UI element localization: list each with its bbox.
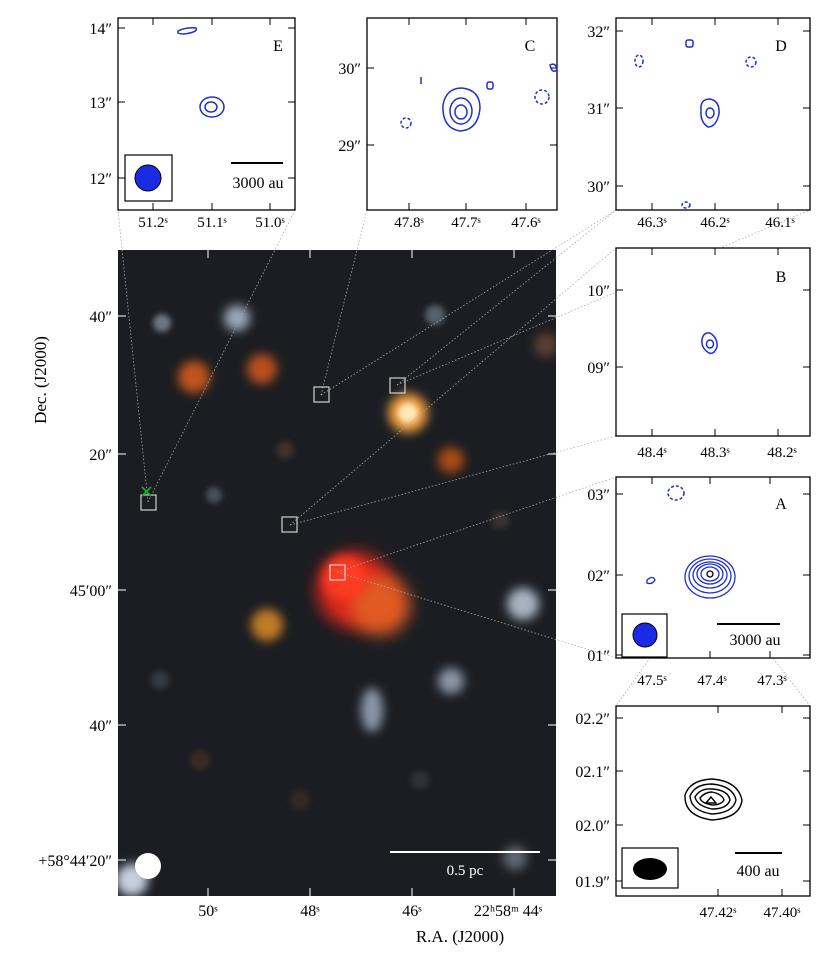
inset-panel-c: 30″ 29″ 47.8ˢ 47.7ˢ 47.6ˢ C xyxy=(338,17,558,231)
panel-a-y-tick-label: 03″ xyxy=(587,487,610,504)
panel-d-y-tick-label: 31″ xyxy=(587,101,610,118)
panel-a-beam xyxy=(632,622,658,648)
panel-c-letter: C xyxy=(525,38,536,55)
panel-zoom-scalebar-label: 400 au xyxy=(736,863,779,880)
panel-d-x-tick-label: 46.3ˢ xyxy=(637,215,666,231)
panel-a-x-tick-label: 47.3ˢ xyxy=(757,673,786,689)
panel-e-x-tick-label: 51.0ˢ xyxy=(255,215,284,231)
green-cross-marker xyxy=(141,486,152,497)
main-y-tick-label: 45′00″ xyxy=(70,583,112,600)
region-box-e xyxy=(140,494,157,511)
main-beam-circle xyxy=(135,853,161,879)
panel-zoom-beam xyxy=(633,858,667,880)
panel-b-y-tick-label: 09″ xyxy=(587,360,610,377)
panel-zoom-y-tick-label: 02.0″ xyxy=(575,818,610,835)
panel-c-x-tick-label: 47.7ˢ xyxy=(451,215,480,231)
inset-panel-zoom: 02.2″ 02.1″ 02.0″ 01.9″ 47.42ˢ 47.40ˢ 40… xyxy=(575,705,811,921)
panel-e-y-tick-label: 12″ xyxy=(89,171,112,188)
panel-zoom-x-tick-label: 47.40ˢ xyxy=(764,905,801,921)
main-x-tick-label: 48ˢ xyxy=(300,903,320,920)
main-image-panel: 0.5 pc 40″ 20″ 45′00″ 40″ +58°44′20″ 50ˢ… xyxy=(31,209,811,946)
panel-e-y-tick-label: 13″ xyxy=(89,95,112,112)
panel-zoom-y-tick-label: 01.9″ xyxy=(575,874,610,891)
panel-e-x-tick-label: 51.2ˢ xyxy=(138,215,167,231)
panel-e-beam xyxy=(134,164,162,192)
inset-panel-e: 14″ 13″ 12″ 51.2ˢ 51.1ˢ 51.0ˢ E 3000 au xyxy=(89,17,296,231)
panel-b-x-tick-label: 48.2ˢ xyxy=(767,445,796,461)
panel-b-x-tick-label: 48.3ˢ xyxy=(700,445,729,461)
leader-lines xyxy=(117,209,811,707)
panel-d-letter: D xyxy=(775,38,787,55)
main-x-tick-label: 50ˢ xyxy=(198,903,218,920)
panel-b-x-tick-label: 48.4ˢ xyxy=(637,445,666,461)
panel-d-x-tick-label: 46.2ˢ xyxy=(700,215,729,231)
panel-e-y-tick-label: 14″ xyxy=(89,21,112,38)
region-box-c xyxy=(313,386,330,403)
panel-c-y-tick-label: 30″ xyxy=(338,61,361,78)
panel-b-y-tick-label: 10″ xyxy=(587,283,610,300)
panel-a-scalebar-label: 3000 au xyxy=(729,632,780,649)
main-x-tick-labels: 50ˢ 48ˢ 46ˢ 22ʰ58ᵐ 44ˢ xyxy=(198,903,542,920)
panel-e-x-tick-label: 51.1ˢ xyxy=(197,215,226,231)
region-box-b xyxy=(281,516,298,533)
panel-c-x-tick-label: 47.6ˢ xyxy=(511,215,540,231)
main-y-tick-labels: 40″ 20″ 45′00″ 40″ +58°44′20″ xyxy=(38,309,112,870)
main-scalebar-label: 0.5 pc xyxy=(447,863,484,879)
panel-a-letter: A xyxy=(775,496,787,513)
main-x-tick-label: 46ˢ xyxy=(402,903,422,920)
inset-panel-d: 32″ 31″ 30″ 46.3ˢ 46.2ˢ 46.1ˢ D xyxy=(587,17,811,231)
panel-e-scalebar-label: 3000 au xyxy=(232,175,283,192)
panel-d-y-tick-label: 30″ xyxy=(587,179,610,196)
main-y-tick-label: +58°44′20″ xyxy=(38,853,112,870)
main-x-tick-label: 22ʰ58ᵐ 44ˢ xyxy=(474,903,543,920)
panel-a-x-tick-label: 47.4ˢ xyxy=(697,673,726,689)
main-ticks xyxy=(118,250,556,896)
region-box-d xyxy=(389,377,406,394)
panel-zoom-y-tick-label: 02.1″ xyxy=(575,764,610,781)
main-y-tick-label: 20″ xyxy=(89,447,112,464)
main-x-axis-label: R.A. (J2000) xyxy=(416,927,504,946)
panel-a-y-tick-label: 02″ xyxy=(587,568,610,585)
panel-a-y-tick-label: 01″ xyxy=(587,648,610,665)
panel-d-x-tick-label: 46.1ˢ xyxy=(765,215,794,231)
panel-b-letter: B xyxy=(776,269,787,286)
panel-zoom-y-tick-label: 02.2″ xyxy=(575,711,610,728)
main-y-tick-label: 40″ xyxy=(89,718,112,735)
panel-zoom-x-tick-label: 47.42ˢ xyxy=(700,905,737,921)
main-y-tick-label: 40″ xyxy=(89,309,112,326)
panel-e-letter: E xyxy=(273,38,283,55)
panel-c-x-tick-label: 47.8ˢ xyxy=(394,215,423,231)
main-y-axis-label: Dec. (J2000) xyxy=(31,336,50,424)
panel-d-y-tick-label: 32″ xyxy=(587,24,610,41)
inset-panel-a: 03″ 02″ 01″ 47.5ˢ 47.4ˢ 47.3ˢ A 3000 au xyxy=(587,476,811,689)
region-boxes xyxy=(140,377,406,581)
region-box-a xyxy=(329,564,346,581)
panel-c-y-tick-label: 29″ xyxy=(338,138,361,155)
panel-a-x-tick-label: 47.5ˢ xyxy=(637,673,666,689)
inset-panel-b: 10″ 09″ 48.4ˢ 48.3ˢ 48.2ˢ B xyxy=(587,247,811,461)
